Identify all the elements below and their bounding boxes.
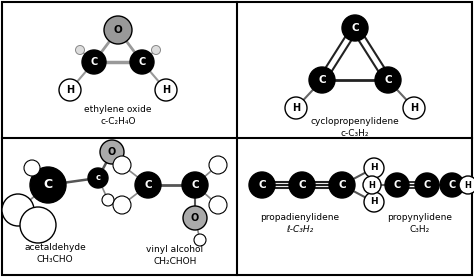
Circle shape (415, 173, 439, 197)
Text: H: H (292, 103, 300, 113)
Circle shape (440, 173, 464, 197)
Text: C₃H₂: C₃H₂ (410, 225, 430, 235)
Circle shape (342, 15, 368, 41)
Text: propadienylidene: propadienylidene (260, 214, 339, 222)
Text: C: C (338, 180, 346, 190)
Text: CH₂CHOH: CH₂CHOH (153, 258, 197, 266)
Circle shape (289, 172, 315, 198)
Circle shape (403, 97, 425, 119)
Text: propynylidene: propynylidene (388, 214, 453, 222)
Circle shape (24, 160, 40, 176)
Text: CH₃CHO: CH₃CHO (36, 255, 73, 265)
Text: C: C (423, 180, 430, 190)
Text: O: O (108, 147, 116, 157)
Text: C: C (144, 180, 152, 190)
Circle shape (285, 97, 307, 119)
Text: C: C (351, 23, 359, 33)
Text: C: C (91, 57, 98, 67)
Text: H: H (410, 103, 418, 113)
Circle shape (375, 67, 401, 93)
Circle shape (309, 67, 335, 93)
Text: H: H (66, 85, 74, 95)
Circle shape (364, 158, 384, 178)
Circle shape (182, 172, 208, 198)
Text: H: H (370, 163, 378, 173)
Circle shape (102, 194, 114, 206)
Circle shape (82, 50, 106, 74)
Text: O: O (114, 25, 122, 35)
Circle shape (88, 168, 108, 188)
Circle shape (459, 176, 474, 194)
Circle shape (20, 207, 56, 243)
Text: c: c (95, 173, 100, 183)
Text: H: H (162, 85, 170, 95)
Circle shape (2, 194, 34, 226)
Circle shape (135, 172, 161, 198)
Circle shape (59, 79, 81, 101)
Text: c-C₃H₂: c-C₃H₂ (341, 130, 369, 138)
Text: H: H (370, 198, 378, 206)
Circle shape (130, 50, 154, 74)
Text: C: C (191, 180, 199, 190)
Circle shape (194, 234, 206, 246)
Circle shape (209, 196, 227, 214)
Text: acetaldehyde: acetaldehyde (24, 243, 86, 253)
Circle shape (183, 206, 207, 230)
Circle shape (249, 172, 275, 198)
Circle shape (75, 45, 84, 55)
Text: ℓ-C₃H₂: ℓ-C₃H₂ (286, 225, 314, 235)
Text: c-C₂H₄O: c-C₂H₄O (100, 117, 136, 127)
Circle shape (100, 140, 124, 164)
Text: C: C (448, 180, 456, 190)
Circle shape (30, 167, 66, 203)
Circle shape (363, 176, 381, 194)
Text: H: H (465, 181, 472, 189)
Text: cyclopropenylidene: cyclopropenylidene (310, 117, 400, 127)
Text: C: C (318, 75, 326, 85)
Text: C: C (258, 180, 266, 190)
Circle shape (113, 156, 131, 174)
Text: C: C (44, 178, 53, 191)
Text: C: C (298, 180, 306, 190)
Text: C: C (384, 75, 392, 85)
Text: O: O (191, 213, 199, 223)
Circle shape (329, 172, 355, 198)
Text: C: C (138, 57, 146, 67)
Circle shape (155, 79, 177, 101)
Text: vinyl alcohol: vinyl alcohol (146, 245, 203, 255)
Circle shape (364, 192, 384, 212)
Circle shape (209, 156, 227, 174)
Circle shape (152, 45, 161, 55)
Circle shape (385, 173, 409, 197)
Circle shape (113, 196, 131, 214)
Text: C: C (393, 180, 401, 190)
Text: ethylene oxide: ethylene oxide (84, 106, 152, 114)
Circle shape (104, 16, 132, 44)
Text: H: H (369, 181, 375, 189)
